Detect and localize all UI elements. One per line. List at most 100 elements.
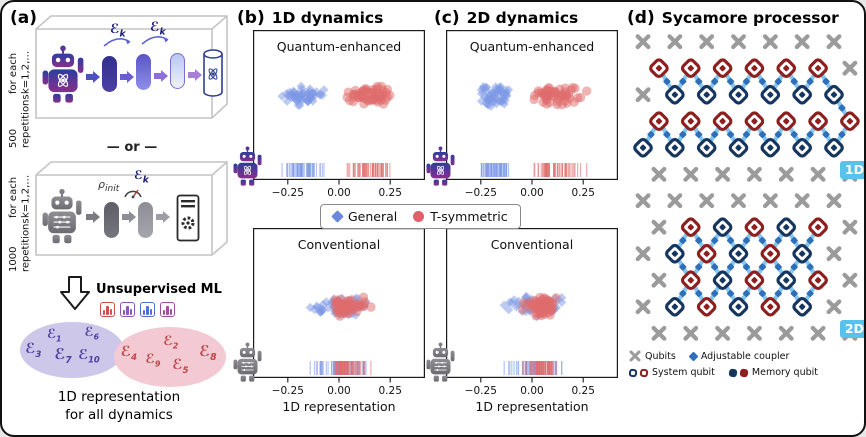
arrow-icon (188, 69, 202, 81)
svg-text:0.25: 0.25 (572, 385, 595, 397)
plot-c-quantum-enhanced: Quantum-enhanced −0.25 0.00 0.25 (426, 30, 619, 200)
arrow-icon (122, 211, 136, 223)
panel-b-label: (b) (237, 8, 265, 28)
qubit-lattice-1d (629, 30, 864, 187)
svg-text:0.00: 0.00 (520, 385, 543, 397)
quantum-robot-icon (233, 146, 262, 186)
general-cluster-ellipse: ℰ3 ℰ1 ℰ7 ℰ6 ℰ10 (20, 322, 124, 378)
badge-2d: 2D (839, 319, 864, 338)
legend-general: General (331, 209, 397, 224)
panel-d-legend: Qubits Adjustable coupler System qubit M… (628, 350, 864, 378)
quantum-protocol-box: ℰk ℰk (34, 12, 230, 136)
legend-system-qubit: System qubit (628, 367, 715, 378)
classical-robot-icon (233, 342, 262, 382)
classical-robot-icon (426, 342, 455, 382)
badge-1d: 1D (839, 160, 864, 179)
panel-c-label: (c) (434, 8, 460, 28)
panel-a: (a) 500 repetitions for each k=1,2,… ℰk … (8, 6, 230, 431)
panel-a-bottom-caption: 1D representation for all dynamics (8, 388, 230, 424)
x-axis-label: 1D representation (282, 399, 396, 414)
svg-text:−0.25: −0.25 (272, 187, 304, 199)
arrow-icon (120, 71, 134, 83)
panel-c-title: 2D dynamics (466, 9, 579, 27)
caption-1000-repetitions: 1000 repetitions for each k=1,2,… (8, 164, 33, 272)
caption-1000-line1: 1000 repetitions (8, 218, 32, 272)
caption-500-line2: for each k=1,2,… (8, 50, 32, 95)
conventional-protocol-box: ℰk ρinit (34, 160, 230, 272)
caption-1000-line2: for each k=1,2,… (8, 175, 32, 219)
classical-state-pill-dark (104, 202, 119, 238)
quantum-memory-cylinder-icon (203, 49, 223, 97)
panel-b: (b) 1D dynamics Quantum-enhanced −0.25 0.0… (233, 6, 427, 431)
scatter-b-top: Quantum-enhanced −0.25 0.00 0.25 (253, 30, 426, 200)
script-e-k-label-3: ℰk (134, 168, 149, 186)
arrow-icon (86, 211, 100, 223)
quantum-robot-icon (42, 44, 84, 104)
caption-1d-representation: 1D representation (57, 389, 181, 405)
legend-tsymmetric: T-symmetric (413, 209, 508, 224)
cross-icon (629, 350, 641, 362)
plot-b-conventional: Conventional −0.25 0.00 0.25 (233, 228, 426, 398)
coupler-icon (688, 351, 699, 361)
panel-a-label: (a) (10, 8, 38, 28)
svg-text:0.00: 0.00 (327, 187, 350, 199)
plot-b-quantum-enhanced: Quantum-enhanced −0.25 0.00 0.25 (233, 30, 426, 200)
memory-qubit-pair-icon (728, 367, 749, 378)
quantum-robot-icon (426, 146, 455, 186)
svg-text:Conventional: Conventional (491, 237, 573, 252)
arrow-icon (154, 70, 168, 82)
classical-state-pill-light (138, 202, 153, 238)
svg-text:−0.25: −0.25 (465, 385, 497, 397)
scatter-c-bottom: Conventional −0.25 0.00 0.25 (446, 228, 619, 398)
legend-memory-qubit: Memory qubit (728, 367, 818, 378)
quantum-state-pill-light (170, 53, 185, 89)
arrow-icon (156, 211, 170, 223)
series-legend: General T-symmetric (320, 204, 521, 229)
svg-text:0.25: 0.25 (572, 187, 595, 199)
scatter-c-top: Quantum-enhanced −0.25 0.00 0.25 (446, 30, 619, 200)
legend-qubits: Qubits (629, 350, 676, 362)
box-3d-outline (35, 15, 228, 119)
quantum-state-pill-dark (102, 56, 117, 92)
or-divider: — or — (106, 140, 158, 155)
arrow-icon (86, 71, 100, 83)
x-axis-label: 1D representation (475, 399, 589, 414)
rho-init-label: ρinit (98, 178, 120, 195)
script-e-k-label-1: ℰk (110, 22, 126, 40)
sycamore-2d-diagram: 2D (629, 189, 864, 346)
svg-text:Conventional: Conventional (298, 237, 380, 252)
general-diamond-icon (331, 210, 344, 223)
down-block-arrow-icon (60, 276, 90, 310)
system-qubit-pair-icon (628, 367, 649, 378)
scatter-b-bottom: Conventional −0.25 0.00 0.25 (253, 228, 426, 398)
svg-text:−0.25: −0.25 (465, 187, 497, 199)
computer-tower-icon (176, 194, 200, 242)
box-3d-outline (35, 161, 228, 256)
plot-c-conventional: Conventional −0.25 0.00 0.25 (426, 228, 619, 398)
measurement-gauge-icon (124, 189, 142, 199)
sycamore-1d-diagram: 1D (629, 30, 864, 187)
qubit-lattice-2d (629, 189, 864, 346)
svg-text:0.00: 0.00 (520, 187, 543, 199)
svg-text:0.00: 0.00 (327, 385, 350, 397)
legend-adjustable-coupler: Adjustable coupler (688, 351, 789, 362)
classical-robot-icon (42, 188, 82, 244)
unsupervised-ml-label: Unsupervised ML (96, 282, 222, 297)
caption-500-line1: 500 repetitions (8, 94, 32, 148)
script-e-k-label-2: ℰk (150, 20, 166, 38)
svg-text:Quantum-enhanced: Quantum-enhanced (277, 39, 401, 54)
svg-text:−0.25: −0.25 (272, 385, 304, 397)
panel-d: (d) Sycamore processor 1D 2D Qubits Ad (625, 6, 864, 431)
panel-d-title: Sycamore processor (661, 9, 839, 27)
panel-c: (c) 2D dynamics Quantum-enhanced −0.25 0.0… (426, 6, 620, 431)
caption-500-repetitions: 500 repetitions for each k=1,2,… (8, 32, 33, 148)
quantum-state-pill-mid (136, 54, 151, 90)
caption-for-all-dynamics: for all dynamics (65, 407, 173, 424)
panel-d-label: (d) (627, 8, 655, 28)
svg-text:0.25: 0.25 (379, 187, 402, 199)
svg-text:Quantum-enhanced: Quantum-enhanced (470, 39, 594, 54)
panel-b-title: 1D dynamics (271, 9, 384, 27)
